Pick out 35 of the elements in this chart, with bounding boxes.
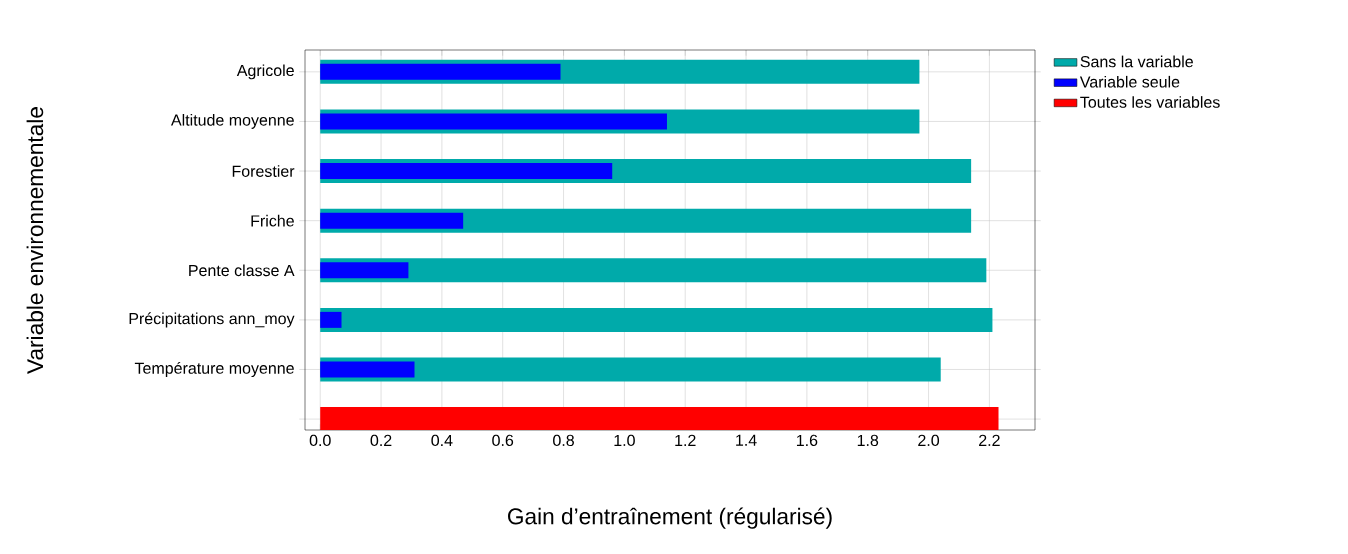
legend-label: Sans la variable [1080, 55, 1193, 68]
x-tick-label: 0.6 [492, 434, 514, 447]
x-tick-label: 0.2 [370, 434, 392, 447]
y-axis-title: Variable environnementale [26, 107, 44, 374]
x-axis-title: Gain d’entraînement (régularisé) [508, 507, 832, 529]
bar [320, 307, 993, 332]
bar [320, 262, 409, 279]
x-tick-label: 0.8 [553, 434, 574, 447]
y-tick-label: Agricole [236, 64, 294, 80]
y-tick-label: Température moyenne [134, 361, 294, 378]
legend-label: Toutes les variables [1080, 96, 1220, 108]
y-tick-label: Friche [251, 214, 294, 227]
bar [320, 258, 987, 283]
bar [320, 113, 667, 130]
bar [320, 63, 561, 80]
bar [320, 357, 941, 382]
legend-label: Variable seule [1079, 75, 1180, 88]
bar [320, 407, 999, 431]
x-tick-label: 1.8 [857, 434, 879, 447]
y-tick-label: Altitude moyenne [170, 114, 294, 129]
y-tick-label: Pente classe A [189, 264, 295, 277]
y-tick-label: Précipitations ann_moy [129, 312, 295, 328]
x-tick-label: 0.0 [309, 434, 331, 447]
x-tick-label: 1.0 [614, 434, 635, 447]
bar [320, 163, 613, 180]
y-tick-label: Forestier [232, 165, 295, 177]
x-tick-label: 0.4 [431, 434, 453, 447]
x-tick-label: 1.4 [736, 434, 757, 446]
x-tick-label: 1.2 [675, 434, 696, 446]
x-tick-label: 1.6 [796, 434, 818, 447]
bar [320, 212, 464, 229]
bar [320, 361, 415, 378]
x-tick-label: 2.0 [918, 434, 940, 447]
x-tick-label: 2.2 [979, 434, 1000, 446]
bar [320, 311, 342, 328]
